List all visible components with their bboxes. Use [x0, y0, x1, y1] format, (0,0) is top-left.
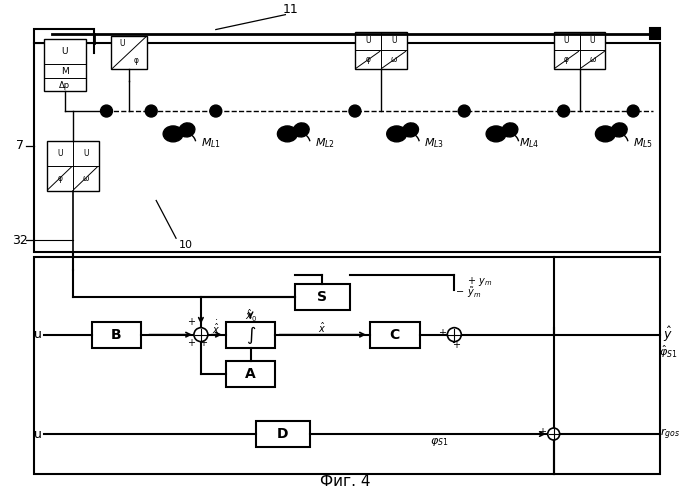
Text: $\hat{\varphi}_{S1}$: $\hat{\varphi}_{S1}$	[659, 344, 678, 359]
Text: M: M	[61, 67, 68, 76]
Text: +: +	[453, 340, 460, 349]
Bar	[47, 141, 99, 190]
Text: A: A	[245, 368, 256, 382]
Text: 7: 7	[16, 140, 24, 152]
Text: Δp: Δp	[59, 80, 70, 90]
Text: φ: φ	[57, 174, 62, 182]
Bar	[255, 421, 310, 447]
Text: C: C	[390, 328, 400, 342]
Text: 32: 32	[12, 234, 28, 246]
Text: U: U	[590, 36, 595, 46]
Ellipse shape	[486, 126, 506, 142]
Text: U: U	[119, 40, 125, 48]
Circle shape	[548, 428, 560, 440]
Bar	[34, 28, 94, 44]
Text: +: +	[438, 328, 446, 338]
Bar	[34, 257, 660, 474]
Text: $\tilde{y}_m$: $\tilde{y}_m$	[467, 286, 482, 300]
Bar	[34, 44, 660, 252]
Text: $-$: $-$	[455, 285, 464, 295]
Text: U: U	[365, 36, 371, 46]
Bar	[553, 32, 605, 70]
Ellipse shape	[293, 123, 309, 137]
Text: S: S	[317, 290, 327, 304]
Text: Фиг. 4: Фиг. 4	[319, 474, 371, 488]
Ellipse shape	[146, 105, 157, 117]
Text: U: U	[57, 149, 63, 158]
Circle shape	[194, 328, 208, 342]
Circle shape	[447, 328, 462, 342]
Ellipse shape	[502, 123, 518, 137]
Text: B: B	[111, 328, 121, 342]
Bar	[370, 322, 420, 347]
Ellipse shape	[210, 105, 221, 117]
Bar	[226, 322, 275, 347]
Text: ∫: ∫	[246, 326, 255, 344]
Ellipse shape	[403, 123, 418, 137]
Bar	[650, 28, 660, 40]
Text: $\hat{x}$: $\hat{x}$	[318, 320, 326, 335]
Text: $r_{gos}$: $r_{gos}$	[660, 426, 680, 442]
Text: φ: φ	[134, 56, 139, 66]
Text: U: U	[564, 36, 569, 46]
Ellipse shape	[386, 126, 406, 142]
Text: $M_{L2}$: $M_{L2}$	[315, 136, 335, 149]
Text: 11: 11	[282, 3, 298, 16]
Bar	[295, 284, 350, 310]
Ellipse shape	[179, 123, 195, 137]
Text: u: u	[34, 428, 42, 440]
Text: +: +	[187, 338, 195, 347]
Text: +: +	[187, 316, 195, 326]
Text: ω: ω	[82, 174, 89, 182]
Text: u: u	[34, 328, 42, 341]
Text: U: U	[391, 36, 397, 46]
Ellipse shape	[277, 126, 297, 142]
Text: φ: φ	[366, 56, 371, 64]
Bar	[44, 40, 86, 91]
Ellipse shape	[627, 105, 639, 117]
Text: D: D	[277, 427, 288, 441]
Bar	[112, 36, 147, 70]
Text: 10: 10	[179, 240, 193, 250]
Text: ω: ω	[391, 56, 397, 64]
Text: $M_{L5}$: $M_{L5}$	[633, 136, 653, 149]
Text: $M_{L1}$: $M_{L1}$	[201, 136, 221, 149]
Text: $\dot{\hat{x}}$: $\dot{\hat{x}}$	[212, 319, 220, 336]
Text: $M_{L4}$: $M_{L4}$	[519, 136, 539, 149]
Text: U: U	[83, 149, 88, 158]
Ellipse shape	[101, 105, 112, 117]
Ellipse shape	[558, 105, 569, 117]
Text: $\hat{y}$: $\hat{y}$	[663, 325, 673, 344]
Ellipse shape	[349, 105, 361, 117]
Text: $M_{L3}$: $M_{L3}$	[424, 136, 444, 149]
Text: $+\ y_m$: $+\ y_m$	[467, 276, 493, 288]
Text: $\hat{x}_0$: $\hat{x}_0$	[244, 308, 257, 324]
Bar	[92, 322, 141, 347]
Text: U: U	[61, 47, 68, 56]
Text: +: +	[199, 338, 207, 347]
Ellipse shape	[611, 123, 627, 137]
Ellipse shape	[595, 126, 615, 142]
Text: $\varphi_{S1}$: $\varphi_{S1}$	[430, 436, 448, 448]
Bar	[226, 362, 275, 388]
Text: φ: φ	[564, 56, 569, 64]
Ellipse shape	[163, 126, 183, 142]
Text: ω: ω	[589, 56, 595, 64]
Text: +: +	[538, 427, 546, 437]
Bar	[355, 32, 406, 70]
Ellipse shape	[458, 105, 470, 117]
